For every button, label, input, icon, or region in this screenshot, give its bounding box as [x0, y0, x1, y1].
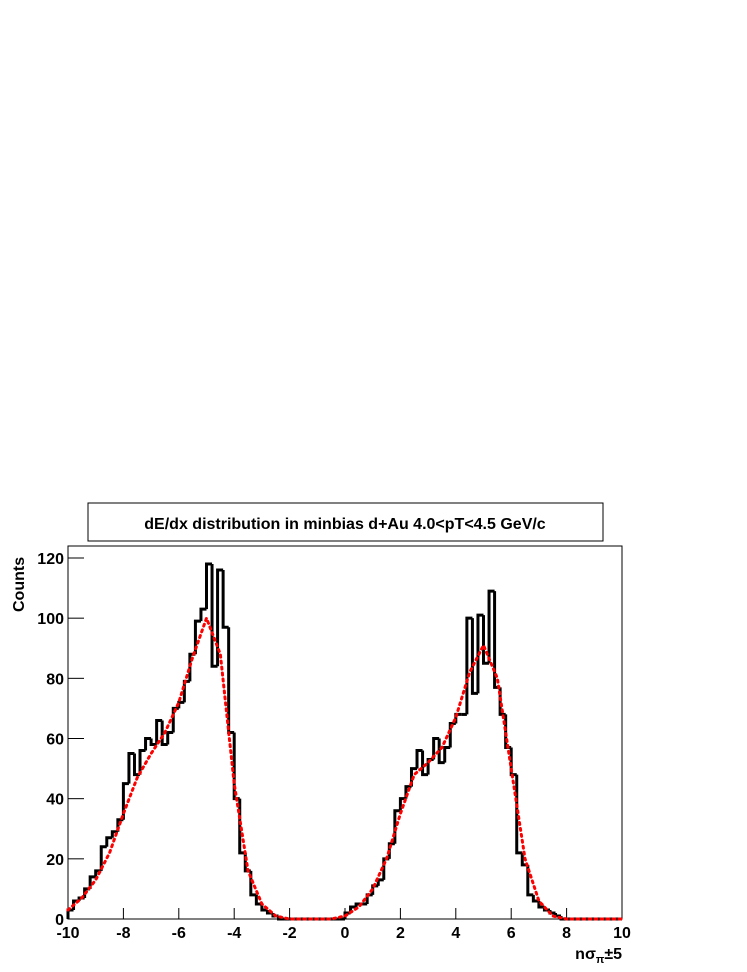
x-label-sub: π — [596, 954, 605, 966]
histogram-bin — [110, 830, 118, 838]
plot-frame — [67, 545, 623, 920]
histogram-bin — [537, 900, 545, 909]
histogram-bin — [476, 613, 484, 694]
histogram-bin — [482, 615, 490, 665]
histogram-bin — [398, 797, 406, 811]
histogram-bin — [531, 894, 539, 903]
x-tick-label: 0 — [341, 925, 350, 942]
histogram-bin — [421, 750, 429, 777]
x-tick-label: 10 — [613, 925, 631, 942]
histogram-bin — [254, 894, 262, 906]
histogram-bin — [526, 864, 534, 897]
histogram-bin — [493, 591, 501, 689]
x-tick-label: 2 — [396, 925, 405, 942]
y-tick-label: 80 — [46, 671, 64, 688]
histogram-bin — [260, 903, 268, 912]
histogram-bin — [210, 564, 218, 668]
histogram-bin — [470, 618, 478, 695]
histogram-bin — [554, 912, 562, 918]
y-tick-label: 100 — [37, 611, 64, 628]
histogram-bin — [409, 767, 418, 787]
histogram-bin — [66, 908, 74, 919]
x-label-main: nσ — [575, 946, 596, 963]
histogram-bin — [138, 749, 146, 775]
histogram-bin — [127, 752, 135, 784]
histogram-bin — [205, 562, 213, 610]
y-tick-label: 20 — [46, 852, 64, 869]
y-tick-label: 120 — [37, 551, 64, 568]
fit-curve — [66, 613, 624, 921]
histogram-bin — [99, 845, 107, 871]
histogram-bin — [182, 679, 190, 703]
x-tick-label: -4 — [227, 925, 241, 942]
chart-title: dE/dx distribution in minbias d+Au 4.0<p… — [144, 516, 546, 533]
histogram-bin — [249, 870, 257, 897]
histogram-bin — [443, 746, 451, 763]
histogram-bin — [121, 782, 129, 820]
histogram-bin — [376, 878, 384, 886]
y-tick-label: 60 — [46, 732, 64, 749]
histogram-bin — [88, 875, 96, 889]
histogram-bin — [487, 589, 495, 664]
histogram-bin — [171, 706, 179, 733]
histogram-bin — [448, 721, 456, 748]
histogram-bin — [437, 738, 445, 765]
histogram-bin — [144, 737, 152, 751]
histogram-bin — [160, 720, 168, 747]
x-tick-label: 6 — [507, 925, 516, 942]
x-tick-label: -8 — [116, 925, 130, 942]
x-tick-label: 4 — [451, 925, 460, 942]
x-tick-label: -2 — [282, 925, 296, 942]
histogram-bin — [426, 758, 434, 775]
histogram-bin — [149, 738, 157, 747]
histogram-bin — [177, 700, 185, 709]
y-axis-label: Counts — [11, 557, 28, 612]
histogram-bin — [105, 836, 113, 847]
histogram-bin — [221, 570, 229, 629]
title-box — [87, 502, 604, 542]
histogram-bin — [193, 619, 201, 655]
x-tick-label: 8 — [562, 925, 571, 942]
y-tick-label: 40 — [46, 792, 64, 809]
histogram-bin — [166, 730, 174, 745]
histogram-bin — [155, 718, 163, 745]
histogram-bin — [415, 749, 423, 769]
histogram-bin — [227, 627, 235, 734]
histogram-bin — [216, 568, 224, 667]
x-tick-label: -10 — [56, 925, 79, 942]
y-tick-label: 0 — [55, 912, 64, 929]
x-axis-label: nσπ±5 — [575, 946, 622, 966]
x-tick-label: -6 — [172, 925, 186, 942]
histogram-bin — [199, 607, 207, 622]
x-label-suffix: ±5 — [604, 946, 622, 963]
histogram-bin — [432, 737, 440, 760]
